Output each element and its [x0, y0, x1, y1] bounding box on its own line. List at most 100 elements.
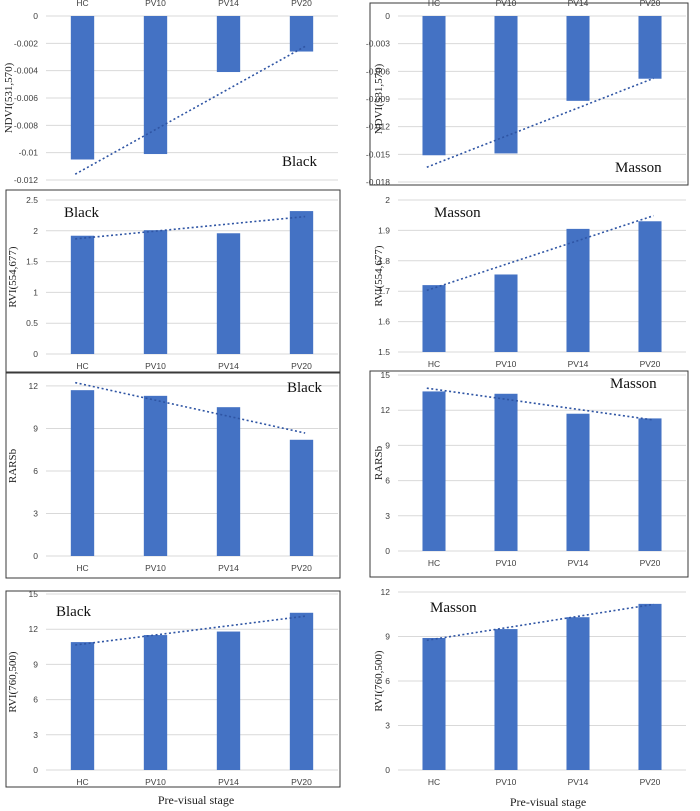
trendline: [75, 381, 306, 434]
y-tick-label: -0.012: [366, 122, 390, 132]
bar-pv20: [289, 439, 314, 556]
y-tick-label: 2: [385, 195, 390, 205]
x-axis-label-left: Pre-visual stage: [158, 793, 234, 807]
trendline: [426, 387, 654, 421]
y-tick-label: 0: [33, 349, 38, 359]
y-tick-label: 1: [33, 287, 38, 297]
bar-pv14: [216, 233, 241, 354]
bar-pv14: [216, 16, 241, 73]
bar-pv20: [289, 211, 314, 354]
x-tick-label: PV14: [218, 361, 239, 371]
chart-panel-0: 0 -0.002 -0.004 -0.006 -0.008 -0.01 -0.012 HC PV…: [3, 0, 338, 185]
bar-pv14: [566, 413, 590, 551]
y-tick-label: 2: [33, 226, 38, 236]
y-tick-label: 3: [33, 508, 38, 518]
bar-pv20: [638, 418, 662, 551]
y-tick-label: -0.01: [19, 148, 39, 158]
y-axis-label: NDVI(531,570): [3, 62, 15, 133]
y-axis-label: RVI(554,677): [373, 245, 385, 306]
bar-pv20: [638, 16, 662, 79]
bar-pv10: [494, 393, 518, 551]
chart-panel-1: 0 -0.003 -0.006 -0.009 -0.012 -0.015 -0.018 HC P…: [366, 0, 689, 187]
panel-label: Black: [64, 205, 99, 221]
bar-hc: [422, 285, 446, 352]
x-tick-label: PV20: [291, 563, 312, 573]
x-tick-label: PV10: [496, 558, 517, 568]
chart-frame: [5, 372, 341, 579]
x-tick-label: HC: [428, 0, 440, 8]
chart-panel-4: 0 3 6 9 12 HC PV10 PV14 PV20 RARSb Black: [5, 372, 341, 579]
y-tick-label: 1.6: [378, 317, 390, 327]
x-tick-label: HC: [76, 777, 88, 787]
y-tick-label: -0.008: [14, 120, 38, 130]
bar-pv14: [216, 407, 241, 556]
trendline: [426, 77, 654, 168]
chart-panel-7: 0 3 6 9 12 HC PV10 PV14 PV20 RVI(760,500) Masson: [373, 587, 686, 787]
bar-pv14: [566, 16, 590, 101]
y-tick-label: 15: [381, 370, 391, 380]
x-tick-label: PV20: [640, 359, 661, 369]
panel-label: Black: [287, 380, 322, 396]
chart-panel-5: 0 3 6 9 12 15 HC PV10 PV14 PV20 RARSb Masson: [369, 370, 689, 578]
trendline: [426, 214, 654, 292]
y-tick-label: 6: [33, 466, 38, 476]
y-tick-label: 3: [33, 730, 38, 740]
chart-panel-3: 1.5 1.6 1.7 1.8 1.9 2 HC PV10 PV14 PV20 RVI(554,67…: [373, 195, 686, 369]
charts-layer: 0 -0.002 -0.004 -0.006 -0.008 -0.01 -0.012 HC PV…: [3, 0, 689, 788]
y-tick-label: -0.002: [14, 38, 38, 48]
x-tick-label: PV14: [568, 0, 589, 8]
x-tick-label: PV20: [640, 558, 661, 568]
x-tick-label: PV14: [568, 777, 589, 787]
x-tick-label: PV10: [496, 777, 517, 787]
x-tick-label: PV14: [218, 563, 239, 573]
y-tick-label: 0.5: [26, 318, 38, 328]
y-axis-label: RARSb: [7, 448, 19, 483]
chart-frame: [369, 370, 689, 578]
y-tick-label: -0.015: [366, 149, 390, 159]
x-tick-label: HC: [76, 0, 88, 8]
y-tick-label: 0: [385, 546, 390, 556]
panel-label: Black: [282, 154, 317, 170]
panel-label: Masson: [615, 160, 662, 176]
y-tick-label: 1.5: [26, 257, 38, 267]
bar-hc: [70, 16, 95, 160]
y-axis-label: NDVI(531,570): [373, 63, 385, 134]
bar-hc: [70, 390, 95, 556]
x-axis-label-right: Pre-visual stage: [510, 795, 586, 809]
y-tick-label: 9: [33, 659, 38, 669]
y-tick-label: 12: [381, 405, 391, 415]
x-tick-label: PV20: [291, 361, 312, 371]
bar-pv14: [566, 228, 590, 352]
trendline: [75, 615, 306, 646]
bar-pv10: [143, 230, 168, 354]
y-tick-label: -0.004: [14, 66, 38, 76]
trendline: [75, 215, 306, 240]
y-tick-label: 6: [33, 695, 38, 705]
x-tick-label: PV10: [145, 777, 166, 787]
x-tick-label: PV14: [218, 0, 239, 8]
x-tick-label: PV10: [145, 563, 166, 573]
y-axis-label: RVI(760,500): [373, 650, 385, 711]
x-tick-label: PV10: [145, 361, 166, 371]
x-tick-label: HC: [76, 563, 88, 573]
x-tick-label: HC: [76, 361, 88, 371]
y-tick-label: 2.5: [26, 195, 38, 205]
y-tick-label: 9: [33, 423, 38, 433]
bar-pv20: [638, 221, 662, 352]
bar-hc: [422, 16, 446, 156]
y-tick-label: 12: [29, 624, 39, 634]
x-tick-label: HC: [428, 777, 440, 787]
panel-label: Masson: [430, 600, 477, 616]
x-tick-label: PV10: [496, 359, 517, 369]
x-tick-label: PV20: [640, 0, 661, 8]
y-tick-label: 1.7: [378, 286, 390, 296]
bar-pv20: [289, 612, 314, 770]
y-tick-label: -0.003: [366, 39, 390, 49]
x-tick-label: PV10: [496, 0, 517, 8]
y-tick-label: -0.006: [14, 93, 38, 103]
y-tick-label: -0.018: [366, 177, 390, 187]
panel-label: Masson: [434, 205, 481, 221]
chart-panel-6: 0 3 6 9 12 15 HC PV10 PV14 PV20 RVI(760,500) Black: [5, 589, 341, 788]
y-tick-label: 3: [385, 721, 390, 731]
